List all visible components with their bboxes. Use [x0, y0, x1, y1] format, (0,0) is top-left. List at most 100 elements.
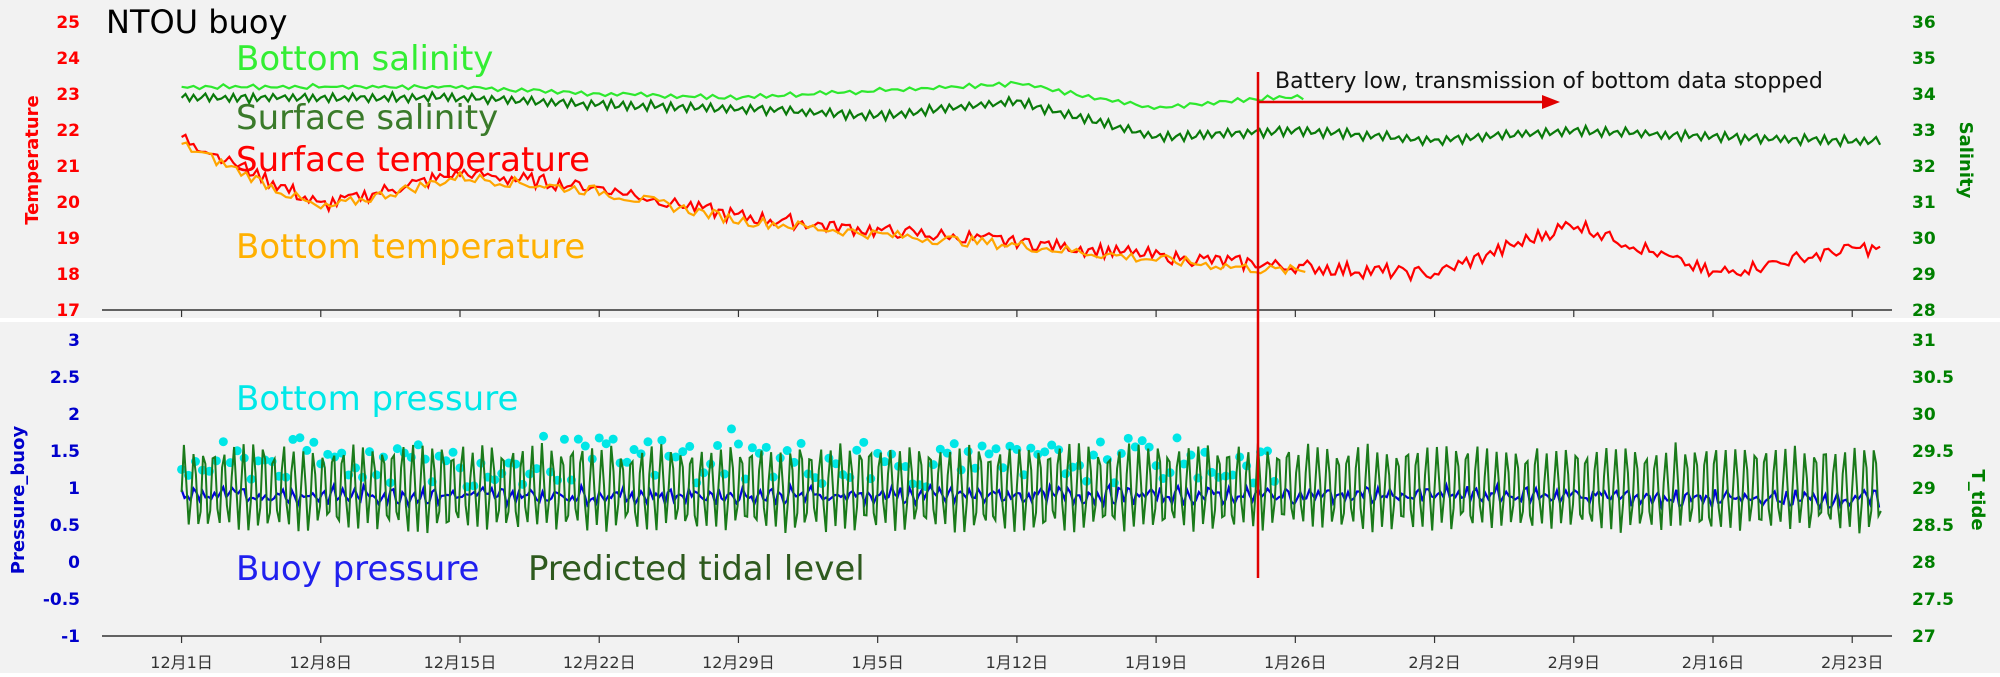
right-tick-label: 30.5	[1912, 368, 1954, 388]
left-tick-label: 3	[68, 331, 80, 351]
predicted-tidal-level-line	[180, 442, 1882, 534]
x-tick-label: 12月29日	[702, 653, 775, 672]
bottom-pressure-point	[302, 445, 312, 455]
bottom-pressure-point	[713, 440, 723, 450]
left-tick-label: 0	[68, 553, 80, 573]
bottom-pressure-point	[1123, 433, 1133, 443]
bottom-pressure-point	[1026, 443, 1036, 453]
top-panel-bg	[0, 0, 2000, 318]
bottom-pressure-point	[629, 445, 639, 455]
bottom-pressure-point	[448, 447, 458, 457]
bottom-pressure-point	[726, 424, 736, 434]
right-tick-label: 28	[1912, 301, 1936, 321]
bottom-pressure-point	[852, 445, 862, 455]
right-tick-label: 35	[1912, 49, 1936, 69]
x-tick-label: 1月12日	[986, 653, 1049, 672]
x-tick-label: 2月16日	[1682, 653, 1745, 672]
bottom-pressure-point	[733, 439, 743, 449]
bottom-pressure-point	[539, 431, 549, 441]
label-surface-temperature: Surface temperature	[236, 140, 590, 180]
bottom-pressure-point	[650, 470, 660, 480]
left-tick-label: 1.5	[50, 442, 80, 462]
left-tick-label: 0.5	[50, 516, 80, 536]
bottom-pressure-point	[678, 447, 688, 457]
bottom-pressure-point	[351, 463, 361, 473]
right-tick-label: 28.5	[1912, 516, 1954, 536]
left-tick-label: -1	[61, 627, 80, 647]
bottom-pressure-point	[1005, 441, 1015, 451]
bottom-pressure-point	[392, 444, 402, 454]
bottom-pressure-point	[288, 434, 298, 444]
bottom-pressure-point	[1095, 437, 1105, 447]
bottom-pressure-point	[1088, 450, 1098, 460]
right-tick-label: 33	[1912, 121, 1936, 141]
annotation-text: Battery low, transmission of bottom data…	[1275, 69, 1823, 94]
bottom-pressure-point	[782, 446, 792, 456]
bottom-pressure-point	[1262, 446, 1272, 456]
bottom-pressure-point	[977, 441, 987, 451]
left-tick-label: 22	[56, 121, 80, 141]
bottom-pressure-point	[935, 444, 945, 454]
bottom-pressure-point	[295, 433, 305, 443]
left-tick-label: -0.5	[43, 590, 80, 610]
label-bottom-pressure: Bottom pressure	[236, 379, 518, 419]
bottom-pressure-point	[747, 443, 757, 453]
bottom-pressure-point	[1040, 447, 1050, 457]
series-layer	[177, 80, 1882, 534]
bottom-pressure-point	[796, 438, 806, 448]
label-predicted-tidal-level: Predicted tidal level	[528, 549, 865, 589]
bottom-pressure-point	[601, 439, 611, 449]
x-tick-label: 1月26日	[1264, 653, 1327, 672]
bottom-pressure-point	[949, 439, 959, 449]
bottom-pressure-point	[761, 442, 771, 452]
x-tick-label: 12月22日	[563, 653, 636, 672]
bottom-pressure-point	[1137, 436, 1147, 446]
right-tick-label: 30	[1912, 405, 1936, 425]
x-tick-label: 12月8日	[290, 653, 353, 672]
bottom-pressure-point	[1179, 459, 1189, 469]
bottom-pressure-point	[1047, 440, 1057, 450]
x-tick-label: 1月5日	[851, 653, 903, 672]
bottom-pressure-point	[371, 470, 381, 480]
bottom-pressure-point	[859, 437, 869, 447]
x-tick-label: 1月19日	[1125, 653, 1188, 672]
x-tick-label: 12月1日	[150, 653, 213, 672]
right-tick-label: 30	[1912, 229, 1936, 249]
x-tick-label: 2月23日	[1821, 653, 1884, 672]
left-tick-label: 17	[56, 301, 80, 321]
right-tick-label: 27.5	[1912, 590, 1954, 610]
right-tick-label: 31	[1912, 193, 1936, 213]
right-tick-label: 27	[1912, 627, 1936, 647]
x-tick-label: 2月2日	[1408, 653, 1460, 672]
axis-title-pressure: Pressure_buoy	[8, 426, 29, 575]
axis-title-temperature: Temperature	[22, 95, 43, 224]
axes-layer	[102, 309, 1892, 643]
bottom-pressure-point	[720, 469, 730, 479]
right-tick-label: 29.5	[1912, 442, 1954, 462]
label-bottom-temperature: Bottom temperature	[236, 227, 585, 267]
left-tick-label: 25	[56, 13, 80, 33]
right-tick-label: 29	[1912, 265, 1936, 285]
left-tick-label: 23	[56, 85, 80, 105]
bottom-pressure-point	[253, 456, 263, 466]
surface-salinity-line	[180, 89, 1882, 149]
right-tick-label: 31	[1912, 331, 1936, 351]
left-tick-label: 18	[56, 265, 80, 285]
label-surface-salinity: Surface salinity	[236, 98, 498, 138]
left-tick-label: 24	[56, 49, 80, 69]
right-tick-label: 34	[1912, 85, 1936, 105]
right-tick-label: 28	[1912, 553, 1936, 573]
ticks-layer: 12月1日 12月8日 12月15日 12月22日 12月29日 1月5日 1月12日 1月1…	[43, 13, 1954, 672]
x-tick-label: 12月15日	[424, 653, 497, 672]
x-tick-label: 2月9日	[1548, 653, 1600, 672]
left-tick-label: 2.5	[50, 368, 80, 388]
annotation-arrow-head	[1542, 95, 1560, 109]
bottom-pressure-point	[218, 437, 228, 447]
bottom-pressure-point	[559, 434, 569, 444]
bottom-pressure-point	[413, 440, 423, 450]
left-tick-label: 21	[56, 157, 80, 177]
left-tick-label: 1	[68, 479, 80, 499]
bottom-salinity-line	[181, 80, 1304, 111]
